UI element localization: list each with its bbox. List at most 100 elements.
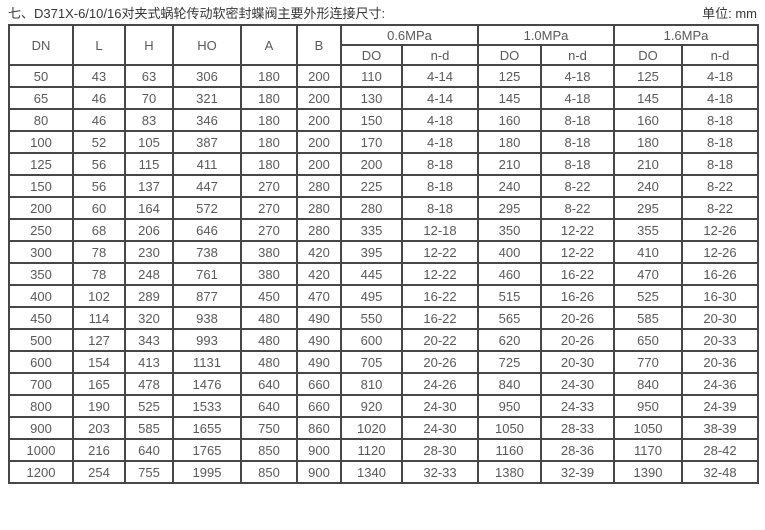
table-cell: 447 bbox=[173, 175, 241, 197]
table-cell: 180 bbox=[241, 109, 297, 131]
table-cell: 12-22 bbox=[541, 241, 614, 263]
table-cell: 4-18 bbox=[402, 131, 478, 153]
table-cell: 900 bbox=[297, 461, 341, 483]
table-cell: 8-18 bbox=[402, 153, 478, 175]
table-cell: 8-18 bbox=[682, 131, 758, 153]
table-cell: 500 bbox=[9, 329, 73, 351]
table-cell: 4-18 bbox=[541, 65, 614, 87]
table-cell: 280 bbox=[297, 197, 341, 219]
col-header-l: L bbox=[73, 25, 125, 65]
table-cell: 770 bbox=[614, 351, 682, 373]
table-cell: 705 bbox=[341, 351, 402, 373]
table-cell: 32-33 bbox=[402, 461, 478, 483]
table-cell: 20-26 bbox=[402, 351, 478, 373]
table-cell: 761 bbox=[173, 263, 241, 285]
table-cell: 470 bbox=[297, 285, 341, 307]
table-cell: 1131 bbox=[173, 351, 241, 373]
table-cell: 105 bbox=[125, 131, 173, 153]
table-cell: 738 bbox=[173, 241, 241, 263]
table-cell: 411 bbox=[173, 153, 241, 175]
table-cell: 1533 bbox=[173, 395, 241, 417]
table-cell: 1390 bbox=[614, 461, 682, 483]
table-cell: 4-14 bbox=[402, 65, 478, 87]
table-row: 80 46 83 346 180 200 150 4-18 160 8-18 160 8-18 bbox=[9, 109, 758, 131]
table-cell: 210 bbox=[614, 153, 682, 175]
table-cell: 4-14 bbox=[402, 87, 478, 109]
page-title: 七、D371X-6/10/16对夹式蜗轮传动软密封蝶阀主要外形连接尺寸: bbox=[8, 6, 386, 21]
table-cell: 12-26 bbox=[682, 241, 758, 263]
table-cell: 387 bbox=[173, 131, 241, 153]
table-cell: 450 bbox=[9, 307, 73, 329]
table-cell: 4-18 bbox=[682, 87, 758, 109]
table-cell: 78 bbox=[73, 241, 125, 263]
group-header-1.6mpa: 1.6MPa bbox=[614, 25, 758, 45]
table-cell: 114 bbox=[73, 307, 125, 329]
table-row: 350 78 248 761 380 420 445 12-22 460 16-22 470 16-2… bbox=[9, 263, 758, 285]
table-cell: 20-26 bbox=[541, 329, 614, 351]
table-cell: 78 bbox=[73, 263, 125, 285]
table-cell: 200 bbox=[297, 153, 341, 175]
col-header-dn: DN bbox=[9, 25, 73, 65]
table-cell: 646 bbox=[173, 219, 241, 241]
table-cell: 343 bbox=[125, 329, 173, 351]
table-cell: 600 bbox=[341, 329, 402, 351]
table-cell: 145 bbox=[478, 87, 541, 109]
table-cell: 24-39 bbox=[682, 395, 758, 417]
table-cell: 180 bbox=[614, 131, 682, 153]
table-cell: 190 bbox=[73, 395, 125, 417]
table-cell: 8-18 bbox=[682, 109, 758, 131]
table-cell: 150 bbox=[341, 109, 402, 131]
table-cell: 289 bbox=[125, 285, 173, 307]
table-cell: 950 bbox=[614, 395, 682, 417]
table-cell: 1050 bbox=[478, 417, 541, 439]
table-cell: 650 bbox=[614, 329, 682, 351]
table-cell: 270 bbox=[241, 219, 297, 241]
table-cell: 755 bbox=[125, 461, 173, 483]
table-cell: 620 bbox=[478, 329, 541, 351]
header-row-groups: DN L H HO A B 0.6MPa 1.0MPa 1.6MPa bbox=[9, 25, 758, 65]
table-cell: 8-18 bbox=[541, 109, 614, 131]
group-header-1.0mpa: 1.0MPa bbox=[478, 25, 614, 45]
table-cell: 280 bbox=[297, 175, 341, 197]
subcol-header-nd-1.0: n-d bbox=[541, 45, 614, 65]
table-cell: 900 bbox=[297, 439, 341, 461]
subcol-header-nd-0.6: n-d bbox=[402, 45, 478, 65]
table-cell: 395 bbox=[341, 241, 402, 263]
table-cell: 20-30 bbox=[541, 351, 614, 373]
table-cell: 300 bbox=[9, 241, 73, 263]
table-cell: 1340 bbox=[341, 461, 402, 483]
table-cell: 380 bbox=[241, 241, 297, 263]
table-cell: 640 bbox=[241, 373, 297, 395]
table-cell: 206 bbox=[125, 219, 173, 241]
table-row: 1000 216 640 1765 850 900 1120 28-30 1160 28-36 11… bbox=[9, 439, 758, 461]
table-cell: 1655 bbox=[173, 417, 241, 439]
table-cell: 164 bbox=[125, 197, 173, 219]
table-cell: 8-18 bbox=[402, 197, 478, 219]
table-row: 300 78 230 738 380 420 395 12-22 400 12-22 410 12-2… bbox=[9, 241, 758, 263]
col-header-h: H bbox=[125, 25, 173, 65]
table-cell: 490 bbox=[297, 307, 341, 329]
table-cell: 270 bbox=[241, 197, 297, 219]
group-header-0.6mpa: 0.6MPa bbox=[341, 25, 478, 45]
table-cell: 20-33 bbox=[682, 329, 758, 351]
table-row: 900 203 585 1655 750 860 1020 24-30 1050 28-33 105… bbox=[9, 417, 758, 439]
table-row: 700 165 478 1476 640 660 810 24-26 840 24-30 840 24… bbox=[9, 373, 758, 395]
table-cell: 12-26 bbox=[682, 219, 758, 241]
table-cell: 320 bbox=[125, 307, 173, 329]
table-cell: 110 bbox=[341, 65, 402, 87]
table-cell: 8-18 bbox=[682, 153, 758, 175]
table-cell: 1476 bbox=[173, 373, 241, 395]
table-cell: 420 bbox=[297, 241, 341, 263]
table-cell: 993 bbox=[173, 329, 241, 351]
table-cell: 125 bbox=[9, 153, 73, 175]
table-cell: 150 bbox=[9, 175, 73, 197]
table-cell: 180 bbox=[241, 131, 297, 153]
table-cell: 240 bbox=[614, 175, 682, 197]
table-cell: 8-22 bbox=[682, 197, 758, 219]
table-cell: 20-30 bbox=[682, 307, 758, 329]
table-cell: 525 bbox=[125, 395, 173, 417]
subcol-header-do-1.0: DO bbox=[478, 45, 541, 65]
table-cell: 700 bbox=[9, 373, 73, 395]
table-cell: 250 bbox=[9, 219, 73, 241]
